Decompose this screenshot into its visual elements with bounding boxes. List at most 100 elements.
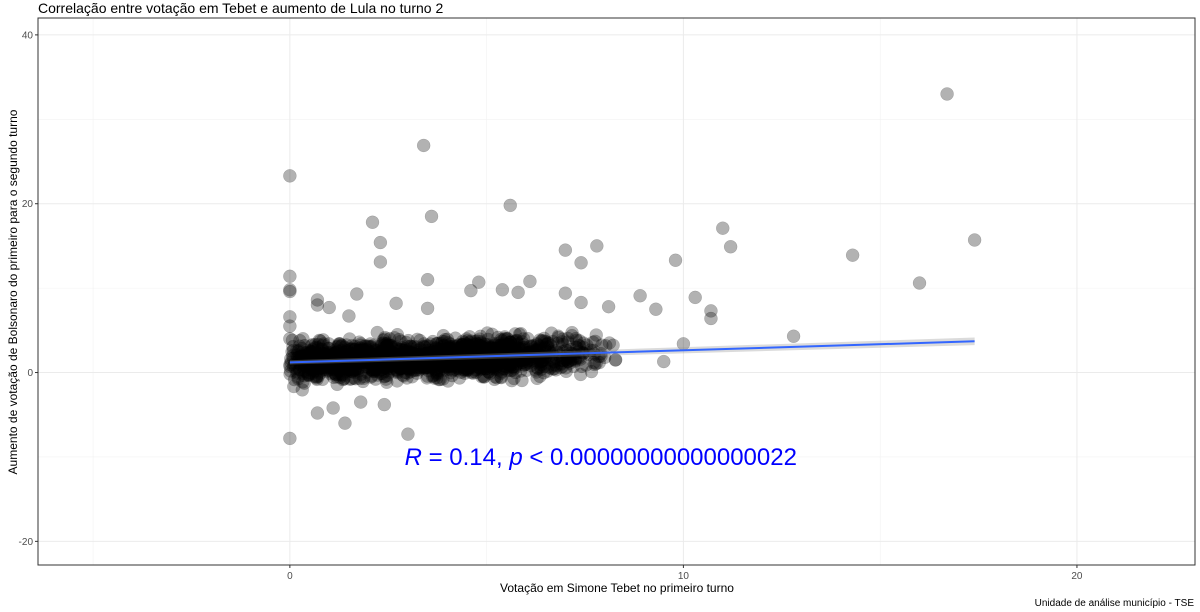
cluster-point <box>326 361 341 376</box>
cluster-point <box>330 349 345 364</box>
data-point <box>590 239 604 253</box>
cluster-point <box>382 351 396 365</box>
cluster-point <box>333 337 347 351</box>
cluster-point <box>530 360 544 375</box>
cluster-point <box>517 340 532 355</box>
cluster-point <box>457 341 472 355</box>
cluster-point <box>387 357 401 372</box>
cluster-point <box>330 355 344 370</box>
cluster-point <box>429 364 444 378</box>
cluster-point <box>340 349 354 363</box>
cluster-point <box>348 352 363 366</box>
cluster-point <box>336 348 350 363</box>
cluster-point <box>353 341 368 355</box>
cluster-point <box>589 356 603 371</box>
cluster-point <box>312 365 326 379</box>
cluster-point <box>339 348 354 363</box>
cluster-point <box>425 369 440 384</box>
cluster-point <box>513 326 528 341</box>
cluster-point <box>307 369 322 384</box>
cluster-point <box>501 360 515 374</box>
cluster-point <box>537 352 552 367</box>
cluster-point <box>356 342 370 356</box>
cluster-point <box>368 363 382 378</box>
cluster-point <box>555 359 570 374</box>
cluster-point <box>429 366 444 381</box>
cluster-point <box>481 357 496 372</box>
cluster-point <box>560 335 575 349</box>
cluster-point <box>496 359 511 373</box>
cluster-point <box>305 366 320 381</box>
cluster-point <box>338 364 353 379</box>
cluster-point <box>383 348 397 362</box>
cluster-point <box>381 336 395 350</box>
cluster-point <box>289 366 304 381</box>
cluster-point <box>370 350 385 365</box>
cluster-point <box>485 343 499 358</box>
cluster-point <box>494 332 508 347</box>
cluster-point <box>582 347 596 362</box>
cluster-point <box>445 352 459 367</box>
cluster-point <box>524 339 539 353</box>
cluster-point <box>396 368 410 382</box>
cluster-point <box>368 361 383 375</box>
cluster-point <box>490 350 505 365</box>
chart-caption: Unidade de análise município - TSE <box>1034 598 1194 609</box>
cluster-point <box>388 347 402 361</box>
cluster-point <box>456 360 471 375</box>
cluster-point <box>435 339 450 354</box>
cluster-point <box>343 342 358 357</box>
data-point <box>912 276 927 290</box>
cluster-point <box>390 362 405 377</box>
cluster-point <box>453 359 468 373</box>
cluster-point <box>302 367 316 381</box>
cluster-point <box>483 354 497 368</box>
cluster-point <box>364 360 379 375</box>
cluster-point <box>516 340 530 355</box>
cluster-point <box>328 367 343 382</box>
cluster-point <box>477 337 492 352</box>
cluster-point <box>491 343 505 358</box>
cluster-point <box>353 341 367 355</box>
cluster-point <box>529 343 544 357</box>
cluster-point <box>376 341 390 356</box>
cluster-point <box>422 349 436 364</box>
data-point <box>416 138 431 153</box>
data-point <box>283 332 297 346</box>
cluster-point <box>466 344 481 359</box>
cluster-point <box>325 346 340 361</box>
cluster-point <box>327 362 342 377</box>
cluster-point <box>328 366 342 381</box>
cluster-point <box>445 363 460 378</box>
data-point <box>503 198 517 213</box>
cluster-point <box>552 346 566 360</box>
cluster-point <box>602 336 617 350</box>
cluster-point <box>400 366 415 380</box>
data-point <box>326 401 340 415</box>
cluster-point <box>485 350 499 365</box>
cluster-point <box>480 337 495 352</box>
cluster-point <box>448 345 463 359</box>
cluster-point <box>445 368 459 383</box>
cluster-point <box>338 362 353 376</box>
cluster-point <box>455 338 470 352</box>
cluster-point <box>329 367 343 382</box>
cluster-point <box>464 351 478 366</box>
cluster-point <box>495 334 509 348</box>
cluster-point <box>488 357 503 372</box>
cluster-point <box>420 346 434 361</box>
cluster-point <box>426 368 441 383</box>
cluster-point <box>305 347 319 361</box>
cluster-point <box>382 354 397 368</box>
data-point <box>633 288 647 303</box>
cluster-point <box>484 359 498 373</box>
cluster-point <box>327 370 341 385</box>
y-tick-label: 40 <box>22 30 34 41</box>
cluster-point <box>432 372 446 387</box>
cluster-point <box>457 366 472 381</box>
cluster-point <box>426 334 440 349</box>
cluster-point <box>449 339 463 354</box>
cluster-point <box>508 327 522 341</box>
cluster-point <box>302 343 316 358</box>
cluster-point <box>487 372 502 387</box>
